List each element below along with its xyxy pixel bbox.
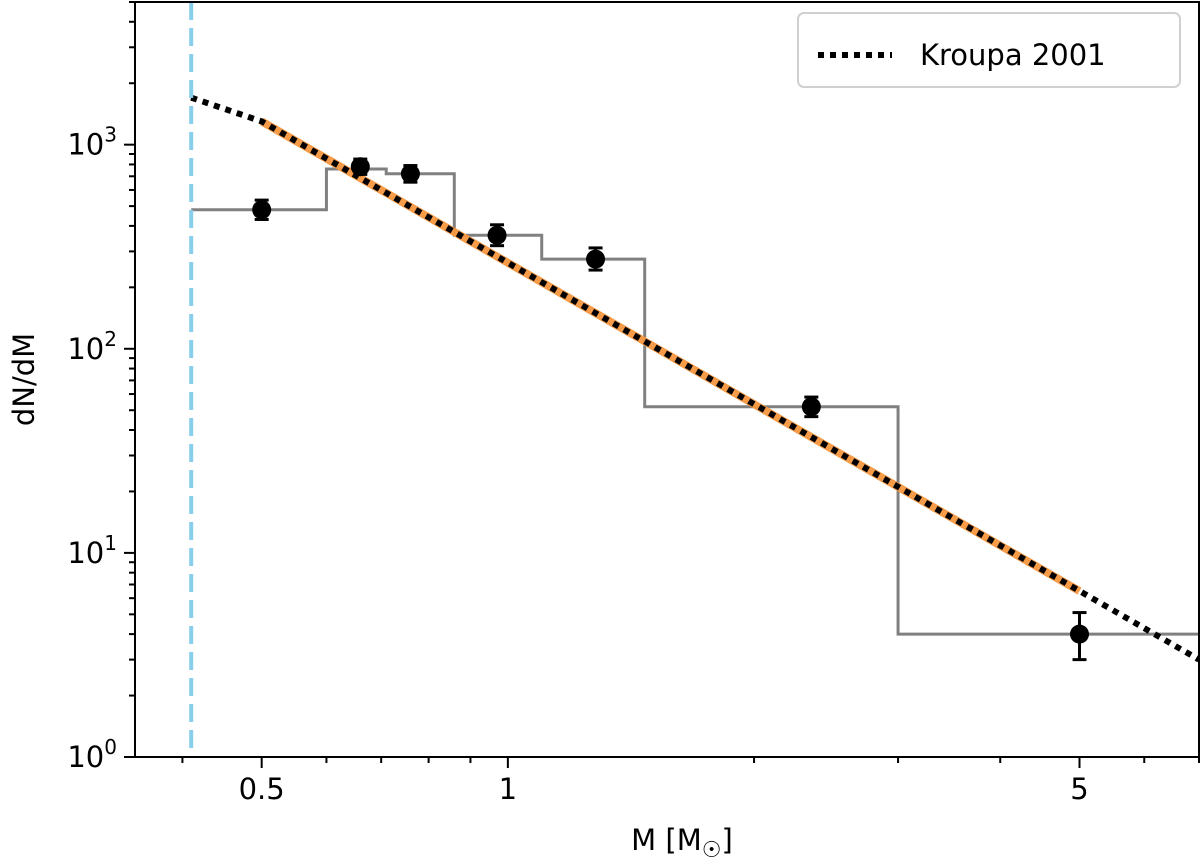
legend: Kroupa 2001: [797, 12, 1181, 88]
data-point-3: [487, 225, 507, 245]
y-axis-label: dN/dM: [7, 333, 41, 426]
y-tick-label-2: 102: [67, 327, 117, 366]
data-point-4: [586, 249, 606, 269]
plot-content: [189, 2, 1199, 757]
x-tick-label-1: 1: [499, 772, 517, 806]
x-tick-label-0: 0.5: [239, 772, 285, 806]
legend-label-kroupa: Kroupa 2001: [920, 38, 1106, 72]
x-tick-label-2: 5: [1070, 772, 1088, 806]
kroupa-2001-line: [190, 94, 1199, 663]
legend-box: [797, 12, 1181, 88]
axes-frame: [134, 1, 1200, 758]
y-tick-label-0: 100: [67, 735, 117, 774]
histogram-step-line: [191, 167, 1199, 636]
x-axis-label: M [M☉]: [631, 823, 733, 859]
data-point-5: [801, 397, 821, 417]
y-tick-label-1: 101: [67, 531, 117, 570]
axes: 100 101 102 103 0.5 1 5 M [M☉] dN/dM: [7, 1, 1200, 859]
y-tick-label-3: 103: [67, 123, 117, 162]
data-point-6: [1069, 624, 1089, 644]
data-point-2: [400, 164, 420, 184]
data-point-0: [252, 200, 272, 220]
plot-area: [189, 2, 1199, 757]
data-point-1: [350, 157, 370, 177]
